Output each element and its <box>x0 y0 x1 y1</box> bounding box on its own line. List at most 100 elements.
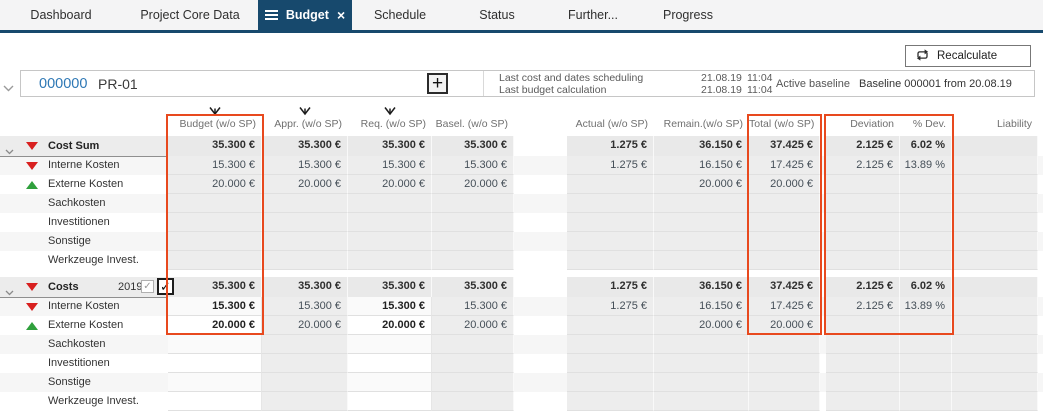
cell-sachkosten-deviation <box>826 335 900 354</box>
row-label-cell-interne-kosten[interactable]: Interne Kosten <box>0 297 168 316</box>
project-number: 000000 <box>39 76 88 92</box>
cell-sonstige-dev <box>900 232 952 251</box>
project-header-row: 000000 PR-01 + Last cost and dates sched… <box>20 70 1035 97</box>
column-header-appr-w-o-sp[interactable]: Appr. (w/o SP) <box>274 118 342 130</box>
cell-externe-kosten-budget-w-o-sp[interactable]: 20.000 € <box>168 316 262 335</box>
filter-icon[interactable] <box>209 104 221 122</box>
cell-interne-kosten-remain-w-o-sp: 16.150 € <box>654 297 749 316</box>
table-row-sonstige: Sonstige <box>0 373 1043 392</box>
row-label-cell-sonstige[interactable]: Sonstige <box>0 232 168 251</box>
cell-cost-sum-deviation: 2.125 € <box>826 136 900 157</box>
trend-down-icon <box>26 161 38 170</box>
active-tab-underline <box>0 30 1043 33</box>
cell-interne-kosten-basel-w-o-sp: 15.300 € <box>432 297 514 316</box>
hamburger-icon[interactable] <box>264 8 278 22</box>
cell-werkzeuge-invest-liability <box>952 392 1038 411</box>
tab-further[interactable]: Further... <box>546 0 640 30</box>
row-label-cell-cost-sum[interactable]: Cost Sum <box>0 136 168 157</box>
cell-interne-kosten-total-w-o-sp: 17.425 € <box>749 156 820 175</box>
row-label-cell-sachkosten[interactable]: Sachkosten <box>0 335 168 354</box>
row-label: Werkzeuge Invest. <box>48 254 139 266</box>
row-label-cell-costs[interactable]: Costs 2019 ✓ ✓ <box>0 277 174 298</box>
cell-interne-kosten-budget-w-o-sp[interactable]: 15.300 € <box>168 297 262 316</box>
row-label-cell-sachkosten[interactable]: Sachkosten <box>0 194 168 213</box>
cell-externe-kosten-appr-w-o-sp: 20.000 € <box>262 316 348 335</box>
row-label-cell-investitionen[interactable]: Investitionen <box>0 354 168 373</box>
cell-sonstige-remain-w-o-sp <box>654 373 749 392</box>
cell-sachkosten-liability <box>952 194 1038 213</box>
cell-externe-kosten-dev <box>900 175 952 194</box>
cell-sachkosten-actual-w-o-sp <box>567 335 654 354</box>
column-header-liability[interactable]: Liability <box>996 118 1032 130</box>
active-baseline-label: Active baseline <box>776 78 850 90</box>
divider <box>483 71 484 96</box>
tab-dashboard[interactable]: Dashboard <box>0 0 122 30</box>
column-header-req-w-o-sp[interactable]: Req. (w/o SP) <box>360 118 426 130</box>
tab-budget[interactable]: Budget × <box>258 0 352 30</box>
cell-cost-sum-req-w-o-sp: 35.300 € <box>348 136 432 157</box>
cell-sachkosten-req-w-o-sp[interactable] <box>348 335 432 354</box>
cell-investitionen-req-w-o-sp[interactable] <box>348 354 432 373</box>
cell-externe-kosten-basel-w-o-sp: 20.000 € <box>432 175 514 194</box>
cell-externe-kosten-req-w-o-sp[interactable]: 20.000 € <box>348 316 432 335</box>
cell-sachkosten-appr-w-o-sp <box>262 194 348 213</box>
cell-werkzeuge-invest-total-w-o-sp <box>749 392 820 411</box>
row-label-cell-investitionen[interactable]: Investitionen <box>0 213 168 232</box>
cell-sachkosten-budget-w-o-sp[interactable] <box>168 335 262 354</box>
tab-progress[interactable]: Progress <box>640 0 736 30</box>
project-collapse-chevron[interactable] <box>3 79 14 97</box>
trend-down-icon <box>26 283 38 291</box>
checkbox[interactable]: ✓ <box>157 278 174 295</box>
cell-investitionen-budget-w-o-sp[interactable] <box>168 354 262 373</box>
cell-externe-kosten-deviation <box>826 316 900 335</box>
column-header-basel-w-o-sp[interactable]: Basel. (w/o SP) <box>435 118 508 130</box>
cell-werkzeuge-invest-actual-w-o-sp <box>567 251 654 270</box>
row-label: Cost Sum <box>48 140 100 152</box>
collapse-chevron-icon[interactable] <box>5 142 14 162</box>
cell-sonstige-budget-w-o-sp[interactable] <box>168 373 262 392</box>
cell-cost-sum-total-w-o-sp: 37.425 € <box>749 136 820 157</box>
filter-icon[interactable] <box>299 104 311 122</box>
tab-schedule[interactable]: Schedule <box>352 0 448 30</box>
cell-werkzeuge-invest-req-w-o-sp <box>348 251 432 270</box>
row-label-cell-werkzeuge-invest[interactable]: Werkzeuge Invest. <box>0 392 168 411</box>
table-rows: Cost Sum 35.300 €35.300 €35.300 €35.300 €… <box>0 136 1043 411</box>
info-label: Last budget calculation <box>499 84 607 96</box>
row-label-cell-externe-kosten[interactable]: Externe Kosten <box>0 316 168 335</box>
cell-sonstige-deviation <box>826 373 900 392</box>
column-header-remain-w-o-sp[interactable]: Remain.(w/o SP) <box>663 118 743 130</box>
cell-investitionen-basel-w-o-sp <box>432 354 514 373</box>
add-button[interactable]: + <box>427 73 448 94</box>
trend-down-icon <box>26 302 38 311</box>
column-header-deviation[interactable]: Deviation <box>850 118 894 130</box>
cell-werkzeuge-invest-req-w-o-sp[interactable] <box>348 392 432 411</box>
cell-investitionen-remain-w-o-sp <box>654 213 749 232</box>
tab-project-core-data[interactable]: Project Core Data <box>122 0 258 30</box>
row-label-cell-sonstige[interactable]: Sonstige <box>0 373 168 392</box>
recalculate-button[interactable]: Recalculate <box>905 45 1031 67</box>
filter-icon[interactable] <box>384 104 396 122</box>
cell-interne-kosten-req-w-o-sp[interactable]: 15.300 € <box>348 297 432 316</box>
cell-sonstige-budget-w-o-sp <box>168 232 262 251</box>
trend-down-icon <box>26 142 38 150</box>
column-header-actual-w-o-sp[interactable]: Actual (w/o SP) <box>575 118 648 130</box>
collapse-chevron-icon[interactable] <box>5 283 14 303</box>
row-label: Investitionen <box>48 357 110 369</box>
cell-interne-kosten-deviation: 2.125 € <box>826 156 900 175</box>
row-label-cell-externe-kosten[interactable]: Externe Kosten <box>0 175 168 194</box>
cell-interne-kosten-actual-w-o-sp: 1.275 € <box>567 156 654 175</box>
close-icon[interactable]: × <box>336 7 346 23</box>
cell-werkzeuge-invest-budget-w-o-sp[interactable] <box>168 392 262 411</box>
cell-investitionen-remain-w-o-sp <box>654 354 749 373</box>
column-header-dev[interactable]: % Dev. <box>912 118 946 130</box>
cell-sonstige-req-w-o-sp[interactable] <box>348 373 432 392</box>
row-label-cell-interne-kosten[interactable]: Interne Kosten <box>0 156 168 175</box>
row-label-cell-werkzeuge-invest[interactable]: Werkzeuge Invest. <box>0 251 168 270</box>
cell-interne-kosten-deviation: 2.125 € <box>826 297 900 316</box>
column-header-total-w-o-sp[interactable]: Total (w/o SP) <box>749 118 815 130</box>
table-row-externe-kosten: Externe Kosten 20.000 €20.000 €20.000 €20… <box>0 175 1043 194</box>
cell-externe-kosten-basel-w-o-sp: 20.000 € <box>432 316 514 335</box>
column-header-budget-w-o-sp[interactable]: Budget (w/o SP) <box>179 118 256 130</box>
cell-externe-kosten-remain-w-o-sp: 20.000 € <box>654 175 749 194</box>
tab-status[interactable]: Status <box>448 0 546 30</box>
